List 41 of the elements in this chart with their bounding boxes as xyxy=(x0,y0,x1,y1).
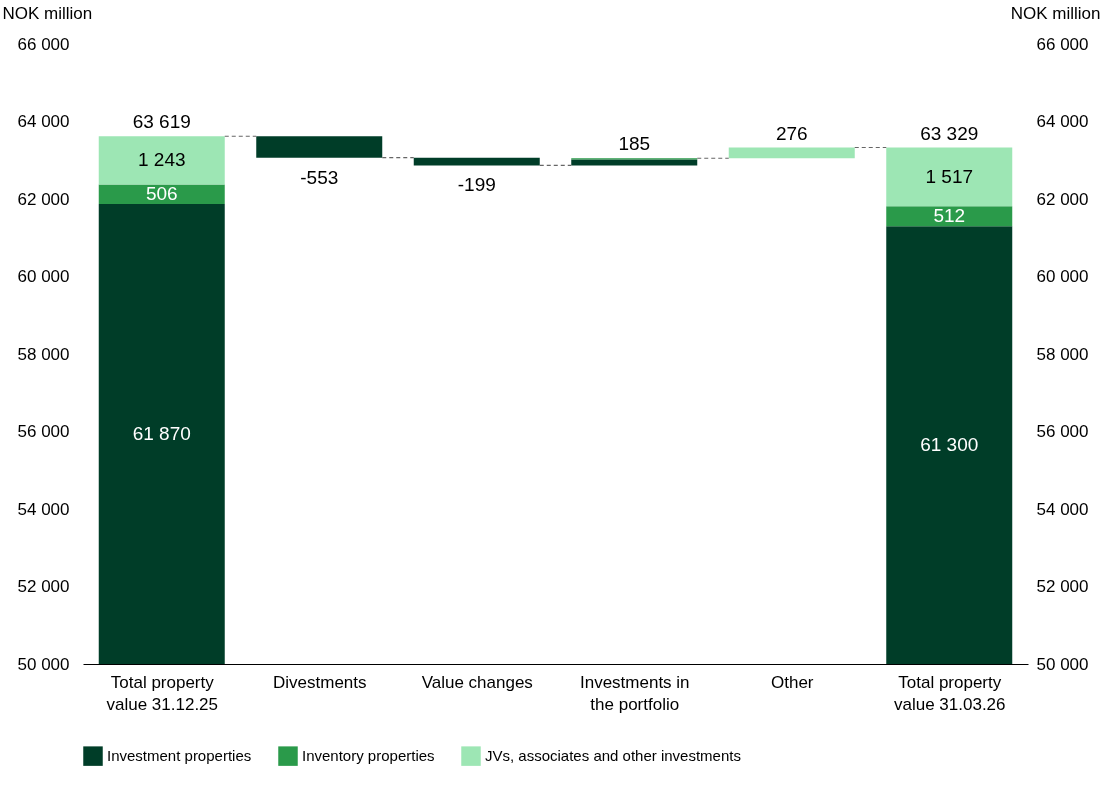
y-tick-label: 54 000 xyxy=(17,499,70,519)
total-label: 63 619 xyxy=(132,111,191,133)
y2-tick-label: 58 000 xyxy=(1036,344,1089,364)
data-label: 61 300 xyxy=(920,434,979,456)
y-tick-label: 52 000 xyxy=(17,577,70,596)
data-label: -199 xyxy=(457,174,496,196)
y2-axis-title: NOK million xyxy=(1010,3,1101,23)
legend-label: Inventory properties xyxy=(302,747,435,765)
x-tick-label: Value changes xyxy=(421,672,533,692)
y2-tick-label: 52 000 xyxy=(1036,577,1089,596)
y-tick-label: 58 000 xyxy=(17,344,70,364)
y2-tick-label: 60 000 xyxy=(1036,267,1089,286)
y2-tick-label: 50 000 xyxy=(1036,654,1089,674)
y2-tick-label: 62 000 xyxy=(1036,189,1089,209)
y-axis-title: NOK million xyxy=(2,3,93,23)
y2-tick-label: 56 000 xyxy=(1036,422,1089,441)
data-label: 506 xyxy=(145,183,178,205)
data-label: -553 xyxy=(300,166,339,188)
x-tick-label: Investments in the portfolio xyxy=(579,672,690,714)
y-tick-label: 64 000 xyxy=(17,112,70,131)
x-tick-label: Divestments xyxy=(272,672,367,692)
y2-tick-label: 66 000 xyxy=(1036,34,1089,54)
data-label: 1 517 xyxy=(925,165,974,187)
y-tick-label: 66 000 xyxy=(17,34,70,54)
total-label: 63 329 xyxy=(920,122,979,144)
data-label: 1 243 xyxy=(137,149,186,171)
y-tick-label: 60 000 xyxy=(17,267,70,286)
total-label: 185 xyxy=(618,133,651,155)
y2-tick-label: 54 000 xyxy=(1036,499,1089,519)
y2-tick-label: 64 000 xyxy=(1036,112,1089,131)
legend-label: Investment properties xyxy=(107,747,252,765)
x-tick-label: Other xyxy=(770,672,814,692)
x-tick-label: Total property value 31.03.26 xyxy=(893,672,1006,714)
data-label: 512 xyxy=(933,205,966,227)
x-tick-label: Total property value 31.12.25 xyxy=(106,672,219,714)
y-tick-label: 50 000 xyxy=(17,654,70,674)
legend-label: JVs, associates and other investments xyxy=(485,747,741,765)
y-tick-label: 56 000 xyxy=(17,422,70,441)
data-label: 61 870 xyxy=(132,423,191,445)
data-label: 276 xyxy=(775,122,808,144)
y-tick-label: 62 000 xyxy=(17,189,70,209)
